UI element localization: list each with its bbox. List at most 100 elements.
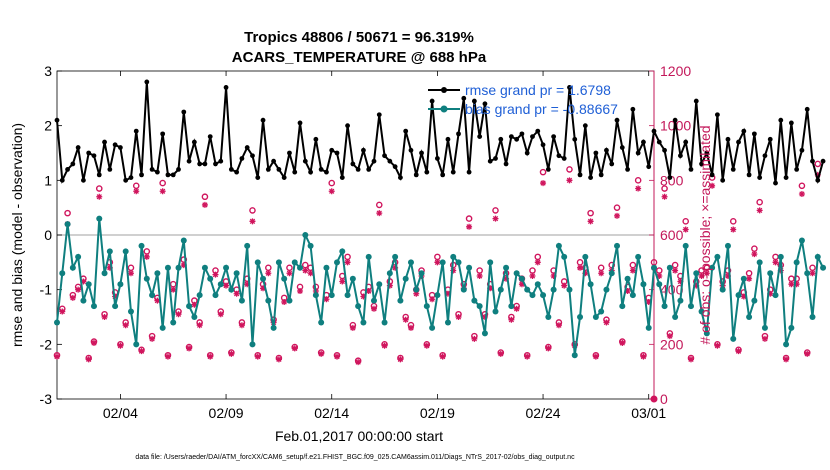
bias-point <box>127 308 134 315</box>
obs-assimilated-point <box>804 350 811 357</box>
rmse-point <box>783 175 789 181</box>
bias-point <box>143 275 150 282</box>
rmse-point <box>123 177 129 183</box>
rmse-point <box>207 134 213 140</box>
obs-possible-point <box>328 179 336 187</box>
obs-assimilated-point <box>254 353 261 360</box>
bias-point <box>217 281 224 288</box>
y-tick-label: 2 <box>44 118 52 134</box>
rmse-point <box>709 172 715 178</box>
bias-point <box>138 242 145 249</box>
rmse-point <box>514 136 520 142</box>
rmse-point <box>398 175 403 181</box>
obs-assimilated-point <box>85 356 92 363</box>
obs-assimilated-point <box>127 270 134 277</box>
obs-assimilated-point <box>624 288 631 295</box>
obs-possible-point <box>814 160 822 168</box>
obs-assimilated-point <box>709 182 716 189</box>
bias-point <box>587 281 594 288</box>
bias-point <box>804 270 811 277</box>
obs-assimilated-point <box>492 215 499 222</box>
bias-point <box>656 281 663 288</box>
bias-point <box>455 259 462 266</box>
obs-assimilated-point <box>481 314 488 320</box>
bias-point <box>318 319 325 326</box>
bias-point <box>69 264 76 271</box>
rmse-point <box>139 172 144 178</box>
obs-assimilated-point <box>75 286 82 293</box>
bias-point <box>233 270 240 277</box>
rmse-point <box>720 177 726 183</box>
bias-point <box>228 286 235 293</box>
rmse-point <box>350 161 356 167</box>
rmse-point <box>530 134 535 140</box>
x-tick-label: 02/24 <box>526 405 561 421</box>
rmse-point <box>313 136 319 142</box>
obs-assimilated-point <box>207 353 214 360</box>
obs-assimilated-point <box>714 342 721 349</box>
rmse-point <box>773 180 778 186</box>
obs-assimilated-point <box>656 273 663 279</box>
rmse-point <box>804 106 810 112</box>
rmse-point <box>508 134 514 140</box>
obs-assimilated-point <box>434 259 441 266</box>
legend-bias-marker <box>440 105 448 113</box>
rmse-point <box>503 161 509 167</box>
bias-point <box>444 319 451 326</box>
rmse-point <box>54 117 60 123</box>
rmse-point <box>287 150 292 156</box>
obs-assimilated-point <box>619 339 626 346</box>
obs-possible-point <box>729 218 737 225</box>
obs-assimilated-point <box>645 298 652 305</box>
y-tick-label: 3 <box>44 63 52 79</box>
bias-point <box>302 232 309 238</box>
bias-point <box>413 286 420 293</box>
rmse-point <box>757 175 763 181</box>
rmse-point <box>213 161 218 167</box>
obs-assimilated-point <box>180 262 187 269</box>
bias-point <box>751 297 758 304</box>
rmse-point <box>308 169 313 175</box>
rmse-point <box>102 139 107 145</box>
y-axis-right-label: # of obs: o=possible; ×=assimilated <box>697 125 713 344</box>
rmse-point <box>281 175 287 181</box>
obs-assimilated-point <box>598 270 605 277</box>
x-tick-label: 03/01 <box>631 405 666 421</box>
obs-assimilated-point <box>101 314 108 320</box>
bias-point <box>191 314 198 320</box>
bias-point <box>629 292 636 299</box>
rmse-point <box>419 150 424 156</box>
obs-assimilated-point <box>603 319 610 326</box>
obs-possible-point <box>492 207 499 214</box>
bias-point <box>777 253 784 260</box>
obs-assimilated-point <box>513 305 520 312</box>
rmse-point <box>667 175 673 181</box>
bias-point <box>661 303 668 310</box>
bias-point <box>159 324 166 331</box>
obs-assimilated-point <box>143 253 150 260</box>
rmse-point <box>683 139 689 145</box>
obs-assimilated-point <box>518 281 525 288</box>
bias-point <box>64 221 71 228</box>
rmse-point <box>678 153 683 159</box>
bias-point <box>133 341 140 348</box>
rmse-point <box>302 158 308 164</box>
obs-assimilated-point <box>809 270 816 277</box>
rmse-point <box>376 112 382 118</box>
bias-point <box>244 242 251 249</box>
x-tick-label: 02/14 <box>314 405 349 421</box>
obs-assimilated-point <box>233 290 240 297</box>
obs-assimilated-point <box>80 278 87 285</box>
rmse-point <box>545 167 551 172</box>
obs-assimilated-point <box>106 264 113 271</box>
legend-bias-label: bias grand pr = -0.88667 <box>465 101 618 117</box>
bias-point <box>85 281 92 288</box>
rmse-point <box>582 123 588 129</box>
obs-assimilated-point <box>693 282 700 289</box>
obs-assimilated-point <box>508 316 515 323</box>
bias-point <box>735 292 742 299</box>
obs-possible-point <box>661 185 668 192</box>
obs-assimilated-point <box>392 264 399 271</box>
rmse-point <box>598 172 604 178</box>
obs-assimilated-point <box>577 264 584 271</box>
